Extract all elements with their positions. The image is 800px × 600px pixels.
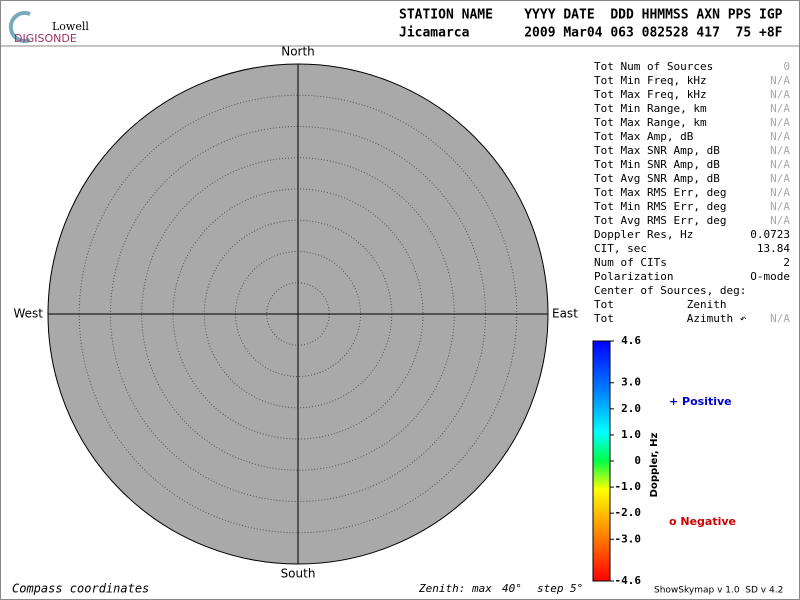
- stat-label: Tot Min RMS Err, deg: [594, 200, 726, 213]
- header-line: STATION NAME YYYY DATE DDD HHMMSS AXN PP…: [399, 8, 783, 23]
- compass-label: East: [552, 307, 578, 321]
- stat-value: N/A: [770, 116, 790, 129]
- colorbar: [592, 340, 611, 582]
- stat-value: N/A: [770, 186, 790, 199]
- footer-right: ShowSkymap v 1.0 SD v 4.2: [654, 586, 783, 596]
- compass-label: North: [281, 45, 315, 59]
- footer-zenith: 5°: [570, 582, 583, 595]
- legend-negative: o Negative: [669, 515, 736, 528]
- stat-value: N/A: [770, 200, 790, 213]
- colorbar-tick-label: -3.0: [615, 532, 642, 545]
- colorbar-tick-label: 4.6: [621, 334, 641, 347]
- stat-value: 2: [783, 256, 790, 269]
- stat-label: Tot Max Range, km: [594, 116, 707, 129]
- stat-label: Center of Sources, deg:: [594, 284, 746, 297]
- stat-value: N/A: [770, 74, 790, 87]
- legend-positive: + Positive: [669, 395, 732, 408]
- stat-label: Num of CITs: [594, 256, 667, 269]
- colorbar-tick-label: 3.0: [621, 376, 641, 389]
- stat-label: Doppler Res, Hz: [594, 228, 693, 241]
- compass-label: West: [13, 307, 43, 321]
- stat-value: N/A: [770, 312, 790, 325]
- stat-label: Tot Zenith: [594, 298, 726, 311]
- stat-label: CIT, sec: [594, 242, 647, 255]
- header-line: Jicamarca 2009 Mar04 063 082528 417 75 +…: [399, 26, 783, 41]
- colorbar-tick-label: -4.6: [615, 574, 642, 587]
- stat-value: N/A: [770, 214, 790, 227]
- stat-label: Tot Num of Sources: [594, 60, 713, 73]
- stat-label: Tot Avg RMS Err, deg: [594, 214, 726, 227]
- stat-value: N/A: [770, 144, 790, 157]
- logo-arc: [8, 11, 31, 43]
- stat-value: N/A: [770, 172, 790, 185]
- stat-label: Tot Azimuth ↶: [594, 312, 747, 325]
- colorbar-label: Doppler, Hz: [649, 433, 660, 498]
- colorbar-tick-label: -2.0: [615, 506, 642, 519]
- colorbar-tick-label: 0: [634, 454, 641, 467]
- footer-zenith: Zenith: max: [418, 582, 492, 595]
- stat-label: Tot Max Freq, kHz: [594, 88, 707, 101]
- stat-label: Tot Min SNR Amp, dB: [594, 158, 720, 171]
- stat-value: N/A: [770, 88, 790, 101]
- stat-value: 0.0723: [750, 228, 790, 241]
- stat-value: N/A: [770, 102, 790, 115]
- stat-label: Polarization: [594, 270, 673, 283]
- logo-bottom: DIGISONDE: [14, 32, 77, 45]
- logo-top: Lowell: [52, 20, 89, 33]
- stat-label: Tot Max RMS Err, deg: [594, 186, 726, 199]
- stat-label: Tot Max SNR Amp, dB: [594, 144, 720, 157]
- stat-value: 13.84: [757, 242, 790, 255]
- colorbar-tick-label: 2.0: [621, 402, 641, 415]
- stat-value: 0: [783, 60, 790, 73]
- colorbar-tick-label: -1.0: [615, 480, 642, 493]
- stat-label: Tot Min Range, km: [594, 102, 707, 115]
- stat-label: Tot Avg SNR Amp, dB: [594, 172, 720, 185]
- stat-value: N/A: [770, 130, 790, 143]
- stat-value: O-mode: [750, 270, 790, 283]
- stat-label: Tot Min Freq, kHz: [594, 74, 707, 87]
- colorbar-tick-label: 1.0: [621, 428, 641, 441]
- compass-label: South: [281, 567, 316, 581]
- stat-label: Tot Max Amp, dB: [594, 130, 694, 143]
- stat-value: N/A: [770, 158, 790, 171]
- footer-left: Compass coordinates: [12, 582, 149, 596]
- footer-zenith: 40°: [502, 582, 522, 595]
- footer-zenith: step: [537, 582, 564, 595]
